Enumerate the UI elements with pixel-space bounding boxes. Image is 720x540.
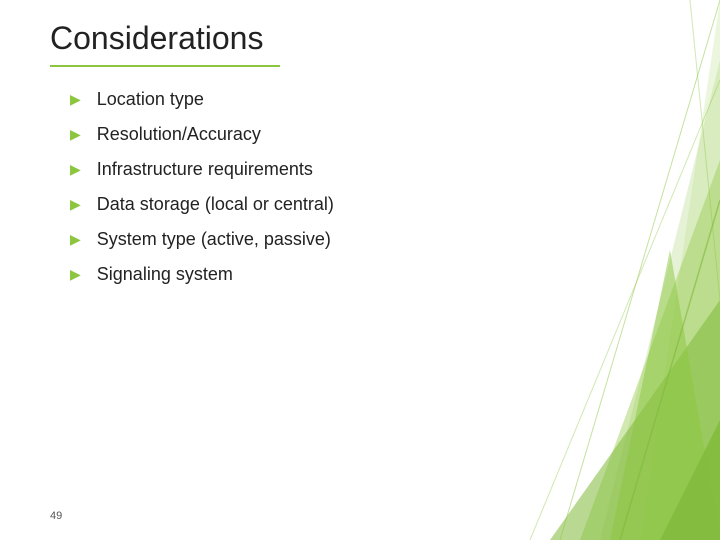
bullet-text: Location type [97,89,204,110]
list-item: ▶ Data storage (local or central) [70,194,670,215]
bullet-icon: ▶ [70,161,81,178]
bullet-text: Resolution/Accuracy [97,124,261,145]
list-item: ▶ System type (active, passive) [70,229,670,250]
list-item: ▶ Infrastructure requirements [70,159,670,180]
bullet-icon: ▶ [70,126,81,143]
bullet-text: Data storage (local or central) [97,194,334,215]
bullet-icon: ▶ [70,196,81,213]
bullet-icon: ▶ [70,91,81,108]
bullet-text: Infrastructure requirements [97,159,313,180]
title-underline [50,65,280,67]
list-item: ▶ Resolution/Accuracy [70,124,670,145]
slide-number: 49 [50,510,62,522]
list-item: ▶ Location type [70,89,670,110]
bullet-icon: ▶ [70,231,81,248]
bullet-text: System type (active, passive) [97,229,331,250]
bullet-icon: ▶ [70,266,81,283]
slide-title: Considerations [50,20,670,57]
bullet-text: Signaling system [97,264,233,285]
bullet-list: ▶ Location type ▶ Resolution/Accuracy ▶ … [50,89,670,285]
list-item: ▶ Signaling system [70,264,670,285]
slide-container: Considerations ▶ Location type ▶ Resolut… [0,0,720,540]
